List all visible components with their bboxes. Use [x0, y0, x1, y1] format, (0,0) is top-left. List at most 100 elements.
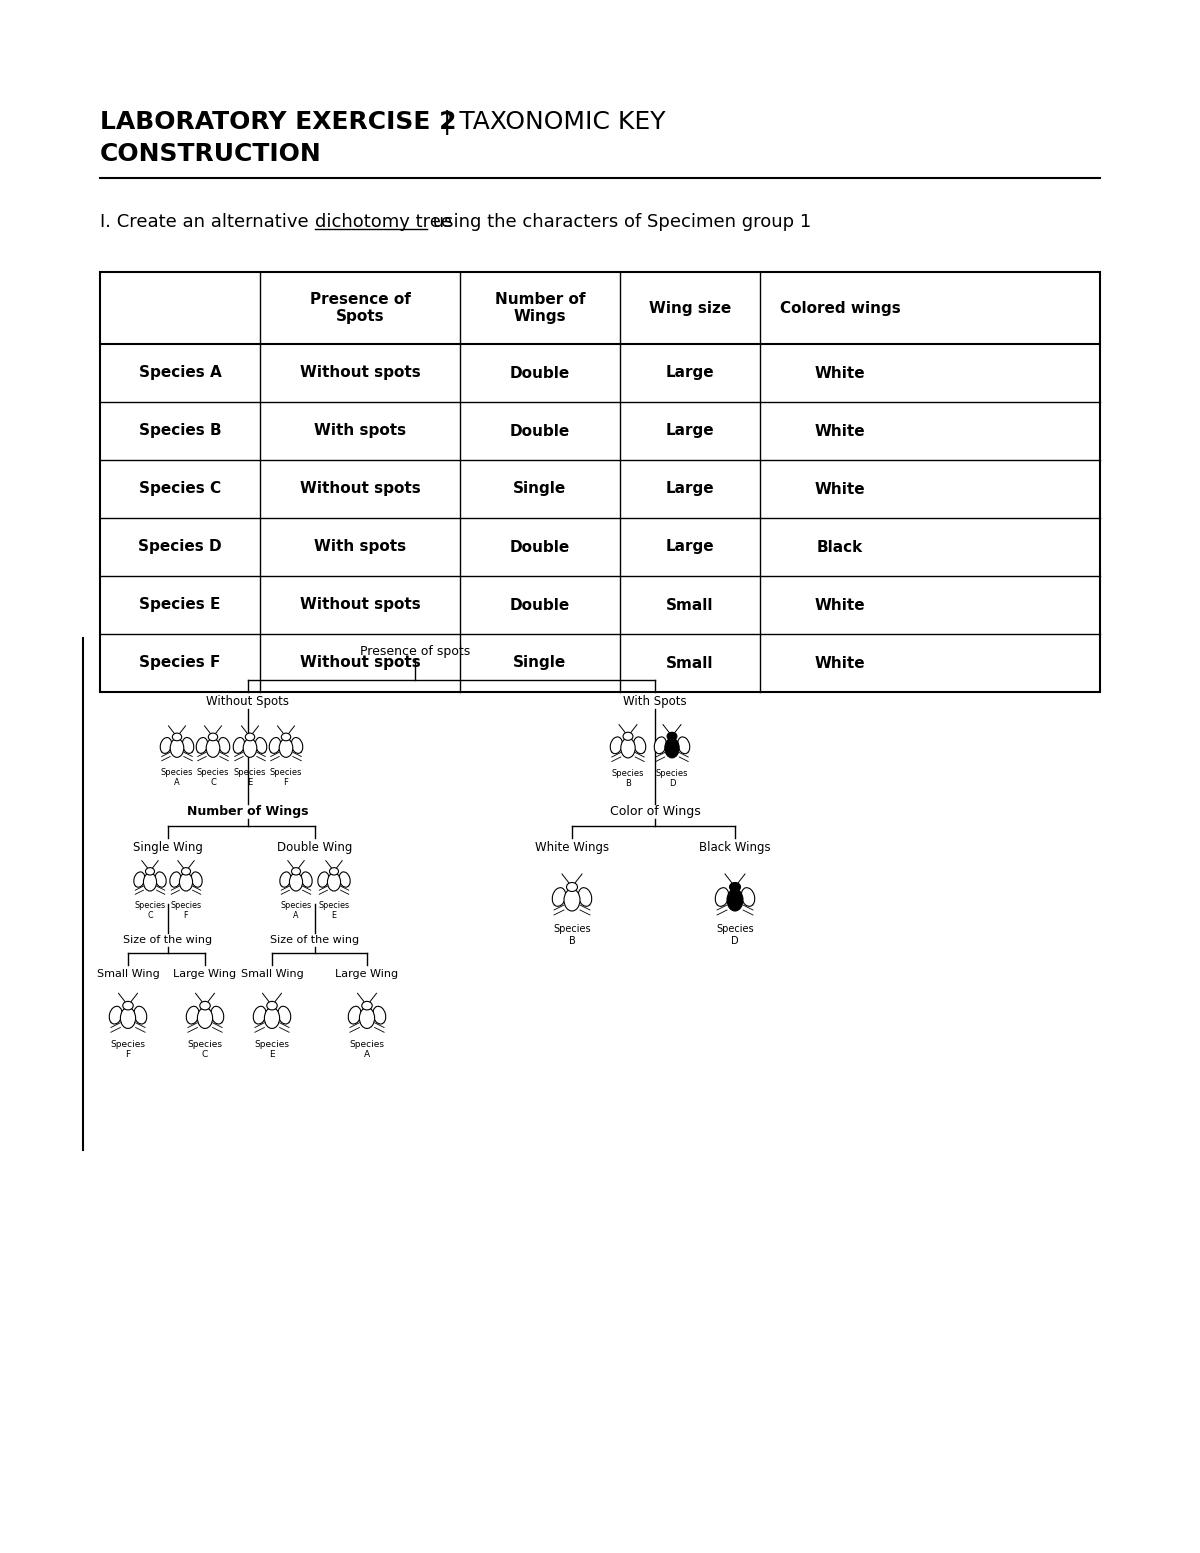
Text: Single Wing: Single Wing — [133, 842, 203, 854]
Ellipse shape — [170, 739, 184, 758]
Ellipse shape — [373, 1006, 385, 1023]
Ellipse shape — [144, 873, 156, 891]
Text: LABORATORY EXERCISE 2: LABORATORY EXERCISE 2 — [100, 110, 456, 134]
Ellipse shape — [742, 888, 755, 907]
Text: Species
F: Species F — [170, 901, 202, 921]
Ellipse shape — [611, 738, 623, 753]
Ellipse shape — [360, 1008, 374, 1028]
Text: Species
D: Species D — [716, 924, 754, 946]
Ellipse shape — [264, 1008, 280, 1028]
Text: Species
E: Species E — [254, 1041, 289, 1059]
Text: Species
C: Species C — [134, 901, 166, 921]
Text: Species
E: Species E — [234, 769, 266, 787]
Text: Species
A: Species A — [349, 1041, 384, 1059]
Text: | TAXONOMIC KEY: | TAXONOMIC KEY — [436, 110, 666, 135]
Text: Colored wings: Colored wings — [780, 300, 900, 315]
Text: Single: Single — [514, 481, 566, 497]
Ellipse shape — [266, 1002, 277, 1009]
Ellipse shape — [218, 738, 229, 753]
Text: Species E: Species E — [139, 598, 221, 612]
Ellipse shape — [180, 873, 192, 891]
Ellipse shape — [623, 733, 632, 741]
Ellipse shape — [197, 1008, 212, 1028]
Text: Size of the wing: Size of the wing — [124, 935, 212, 944]
Ellipse shape — [280, 871, 290, 887]
Text: Without spots: Without spots — [300, 365, 420, 380]
Ellipse shape — [244, 739, 257, 758]
Text: Without spots: Without spots — [300, 481, 420, 497]
Ellipse shape — [620, 738, 635, 758]
Ellipse shape — [292, 868, 300, 874]
Ellipse shape — [566, 882, 577, 891]
Ellipse shape — [564, 888, 580, 912]
Text: Double Wing: Double Wing — [277, 842, 353, 854]
Text: CONSTRUCTION: CONSTRUCTION — [100, 141, 322, 166]
Text: Black: Black — [817, 539, 863, 554]
Ellipse shape — [654, 738, 666, 753]
Text: Presence of spots: Presence of spots — [360, 646, 470, 658]
Ellipse shape — [206, 739, 220, 758]
Ellipse shape — [191, 871, 202, 887]
Text: Large: Large — [666, 481, 714, 497]
Ellipse shape — [122, 1002, 133, 1009]
Ellipse shape — [281, 733, 290, 741]
Ellipse shape — [134, 1006, 146, 1023]
Ellipse shape — [197, 738, 208, 753]
Ellipse shape — [278, 1006, 290, 1023]
Text: Large Wing: Large Wing — [336, 969, 398, 978]
Ellipse shape — [186, 1006, 199, 1023]
Text: White: White — [815, 365, 865, 380]
Ellipse shape — [161, 738, 172, 753]
Text: With spots: With spots — [314, 539, 406, 554]
Text: Species B: Species B — [139, 424, 221, 438]
Text: White: White — [815, 424, 865, 438]
Text: Species
F: Species F — [270, 769, 302, 787]
Ellipse shape — [578, 888, 592, 907]
Ellipse shape — [340, 871, 350, 887]
Text: Single: Single — [514, 655, 566, 671]
Text: Number of
Wings: Number of Wings — [494, 292, 586, 325]
Text: With spots: With spots — [314, 424, 406, 438]
Ellipse shape — [253, 1006, 266, 1023]
Text: I. Create an alternative: I. Create an alternative — [100, 213, 314, 231]
Ellipse shape — [269, 738, 281, 753]
Text: White: White — [815, 598, 865, 612]
Text: Species F: Species F — [139, 655, 221, 671]
Ellipse shape — [292, 738, 302, 753]
Text: Large: Large — [666, 365, 714, 380]
Text: Species
B: Species B — [553, 924, 590, 946]
Ellipse shape — [256, 738, 266, 753]
Text: White: White — [815, 655, 865, 671]
Text: Wing size: Wing size — [649, 300, 731, 315]
Ellipse shape — [170, 871, 181, 887]
Ellipse shape — [280, 739, 293, 758]
Text: Without spots: Without spots — [300, 598, 420, 612]
Text: Double: Double — [510, 539, 570, 554]
Text: Large: Large — [666, 539, 714, 554]
Text: Double: Double — [510, 598, 570, 612]
Text: Number of Wings: Number of Wings — [187, 806, 308, 818]
Ellipse shape — [182, 738, 193, 753]
Ellipse shape — [328, 873, 341, 891]
Text: Species
E: Species E — [318, 901, 349, 921]
Ellipse shape — [727, 888, 743, 912]
Ellipse shape — [155, 871, 166, 887]
Ellipse shape — [330, 868, 338, 874]
Ellipse shape — [348, 1006, 361, 1023]
Ellipse shape — [667, 733, 677, 741]
Text: White: White — [815, 481, 865, 497]
Text: Large: Large — [666, 424, 714, 438]
Text: Small: Small — [666, 598, 714, 612]
Text: Small Wing: Small Wing — [241, 969, 304, 978]
Ellipse shape — [109, 1006, 122, 1023]
Text: Species A: Species A — [139, 365, 221, 380]
Text: Small Wing: Small Wing — [97, 969, 160, 978]
Text: Color of Wings: Color of Wings — [610, 806, 701, 818]
Ellipse shape — [715, 888, 728, 907]
Text: White Wings: White Wings — [535, 842, 610, 854]
Ellipse shape — [678, 738, 690, 753]
Ellipse shape — [301, 871, 312, 887]
Text: Species
B: Species B — [612, 769, 644, 789]
Ellipse shape — [211, 1006, 223, 1023]
Text: Double: Double — [510, 365, 570, 380]
